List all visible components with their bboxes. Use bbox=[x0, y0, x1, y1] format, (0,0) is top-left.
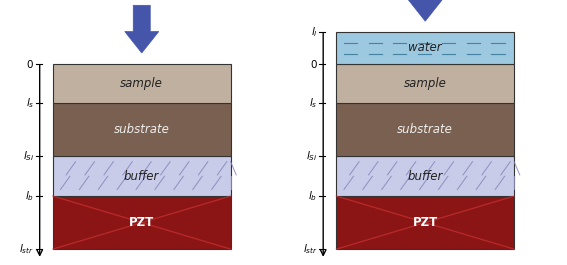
Bar bbox=[336, 196, 514, 249]
Text: substrate: substrate bbox=[114, 123, 170, 136]
Text: water: water bbox=[408, 41, 442, 54]
Text: PZT: PZT bbox=[413, 216, 438, 229]
Text: PZT: PZT bbox=[129, 216, 154, 229]
Text: $0$: $0$ bbox=[310, 58, 318, 70]
Text: buffer: buffer bbox=[124, 170, 159, 183]
Bar bbox=[53, 196, 231, 249]
Bar bbox=[53, 64, 231, 103]
Bar bbox=[336, 64, 514, 103]
Polygon shape bbox=[125, 5, 159, 53]
Bar bbox=[53, 103, 231, 156]
Polygon shape bbox=[408, 0, 442, 21]
Bar bbox=[53, 156, 231, 196]
Text: $l_l$: $l_l$ bbox=[311, 25, 318, 39]
Text: $l_{Si}$: $l_{Si}$ bbox=[23, 149, 34, 163]
Text: $l_{str}$: $l_{str}$ bbox=[19, 242, 34, 256]
Text: $l_b$: $l_b$ bbox=[308, 189, 318, 203]
Bar bbox=[336, 103, 514, 156]
Text: buffer: buffer bbox=[408, 170, 443, 183]
Text: $l_b$: $l_b$ bbox=[25, 189, 34, 203]
Text: $l_{str}$: $l_{str}$ bbox=[303, 242, 318, 256]
Text: $l_s$: $l_s$ bbox=[26, 96, 34, 110]
Text: $0$: $0$ bbox=[26, 58, 34, 70]
Text: $l_{Si}$: $l_{Si}$ bbox=[306, 149, 318, 163]
Text: sample: sample bbox=[404, 77, 447, 90]
Bar bbox=[336, 156, 514, 196]
Text: substrate: substrate bbox=[397, 123, 453, 136]
Bar bbox=[336, 32, 514, 64]
Text: $l_s$: $l_s$ bbox=[309, 96, 318, 110]
Text: sample: sample bbox=[120, 77, 163, 90]
